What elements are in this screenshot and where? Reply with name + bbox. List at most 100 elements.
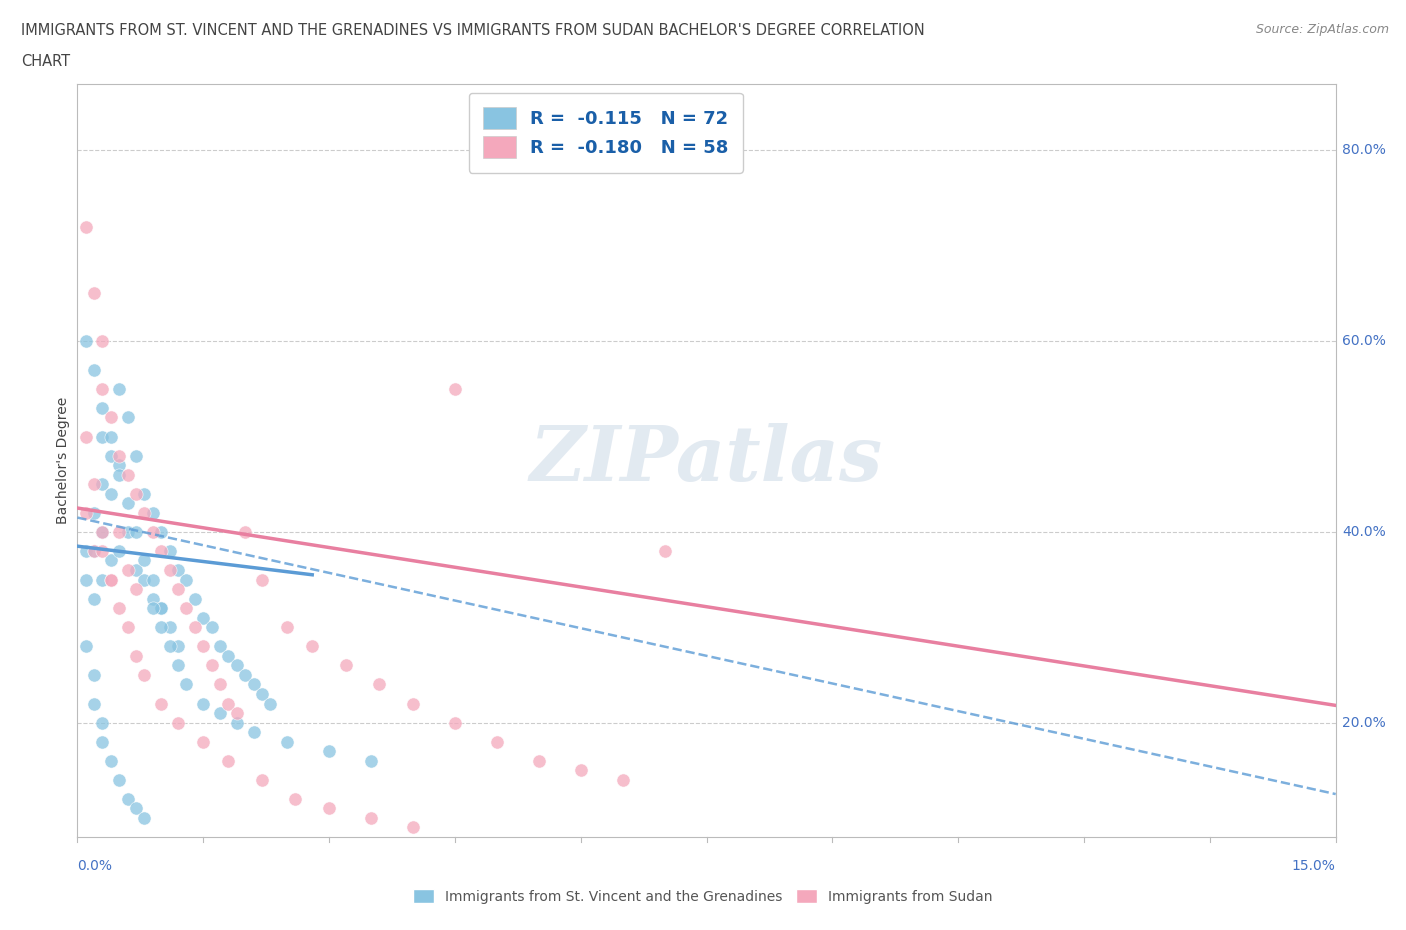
Point — [318, 801, 340, 816]
Point — [134, 668, 156, 683]
Point — [125, 648, 148, 663]
Point — [208, 706, 231, 721]
Point — [654, 543, 676, 558]
Point — [360, 753, 382, 768]
Point — [217, 648, 239, 663]
Point — [83, 668, 105, 683]
Point — [444, 381, 467, 396]
Point — [134, 486, 156, 501]
Point — [91, 525, 114, 539]
Point — [159, 639, 181, 654]
Point — [142, 572, 165, 587]
Point — [83, 505, 105, 520]
Text: ZIPatlas: ZIPatlas — [530, 423, 883, 498]
Text: 40.0%: 40.0% — [1341, 525, 1386, 538]
Point — [167, 563, 190, 578]
Point — [75, 543, 97, 558]
Point — [191, 696, 215, 711]
Point — [150, 601, 173, 616]
Point — [184, 619, 207, 634]
Point — [134, 505, 156, 520]
Point — [276, 619, 298, 634]
Point — [250, 572, 273, 587]
Point — [444, 715, 467, 730]
Point — [184, 591, 207, 606]
Point — [108, 448, 131, 463]
Point — [83, 286, 105, 301]
Point — [83, 363, 105, 378]
Legend: R =  -0.115   N = 72, R =  -0.180   N = 58: R = -0.115 N = 72, R = -0.180 N = 58 — [468, 93, 742, 173]
Point — [368, 677, 391, 692]
Point — [225, 706, 247, 721]
Point — [125, 801, 148, 816]
Point — [100, 410, 122, 425]
Point — [125, 448, 148, 463]
Text: 20.0%: 20.0% — [1341, 715, 1386, 729]
Point — [242, 724, 264, 739]
Point — [134, 572, 156, 587]
Legend: Immigrants from St. Vincent and the Grenadines, Immigrants from Sudan: Immigrants from St. Vincent and the Gren… — [408, 884, 998, 910]
Point — [108, 467, 131, 482]
Point — [91, 572, 114, 587]
Text: 80.0%: 80.0% — [1341, 143, 1386, 157]
Point — [125, 486, 148, 501]
Point — [100, 572, 122, 587]
Point — [612, 772, 634, 787]
Point — [117, 496, 139, 511]
Point — [108, 543, 131, 558]
Point — [91, 334, 114, 349]
Point — [125, 525, 148, 539]
Point — [159, 543, 181, 558]
Point — [360, 810, 382, 825]
Point — [75, 505, 97, 520]
Y-axis label: Bachelor's Degree: Bachelor's Degree — [56, 397, 70, 524]
Point — [233, 525, 256, 539]
Text: 60.0%: 60.0% — [1341, 334, 1386, 348]
Point — [91, 429, 114, 444]
Point — [142, 601, 165, 616]
Point — [527, 753, 550, 768]
Text: CHART: CHART — [21, 54, 70, 69]
Point — [117, 410, 139, 425]
Point — [485, 734, 508, 749]
Point — [569, 763, 592, 777]
Point — [134, 810, 156, 825]
Point — [75, 572, 97, 587]
Point — [402, 696, 425, 711]
Point — [150, 525, 173, 539]
Point — [318, 744, 340, 759]
Point — [150, 543, 173, 558]
Point — [208, 677, 231, 692]
Point — [75, 639, 97, 654]
Point — [100, 429, 122, 444]
Text: 15.0%: 15.0% — [1292, 858, 1336, 872]
Point — [83, 591, 105, 606]
Point — [117, 619, 139, 634]
Text: 0.0%: 0.0% — [77, 858, 112, 872]
Point — [91, 543, 114, 558]
Point — [167, 581, 190, 596]
Point — [91, 401, 114, 416]
Point — [217, 696, 239, 711]
Point — [108, 458, 131, 472]
Point — [284, 791, 307, 806]
Point — [100, 553, 122, 568]
Point — [217, 753, 239, 768]
Point — [83, 477, 105, 492]
Point — [100, 753, 122, 768]
Point — [91, 381, 114, 396]
Point — [335, 658, 357, 672]
Point — [142, 525, 165, 539]
Point — [159, 619, 181, 634]
Point — [100, 486, 122, 501]
Point — [167, 658, 190, 672]
Point — [191, 734, 215, 749]
Point — [75, 334, 97, 349]
Point — [276, 734, 298, 749]
Point — [83, 543, 105, 558]
Point — [191, 639, 215, 654]
Point — [167, 715, 190, 730]
Point — [83, 696, 105, 711]
Point — [150, 601, 173, 616]
Point — [150, 696, 173, 711]
